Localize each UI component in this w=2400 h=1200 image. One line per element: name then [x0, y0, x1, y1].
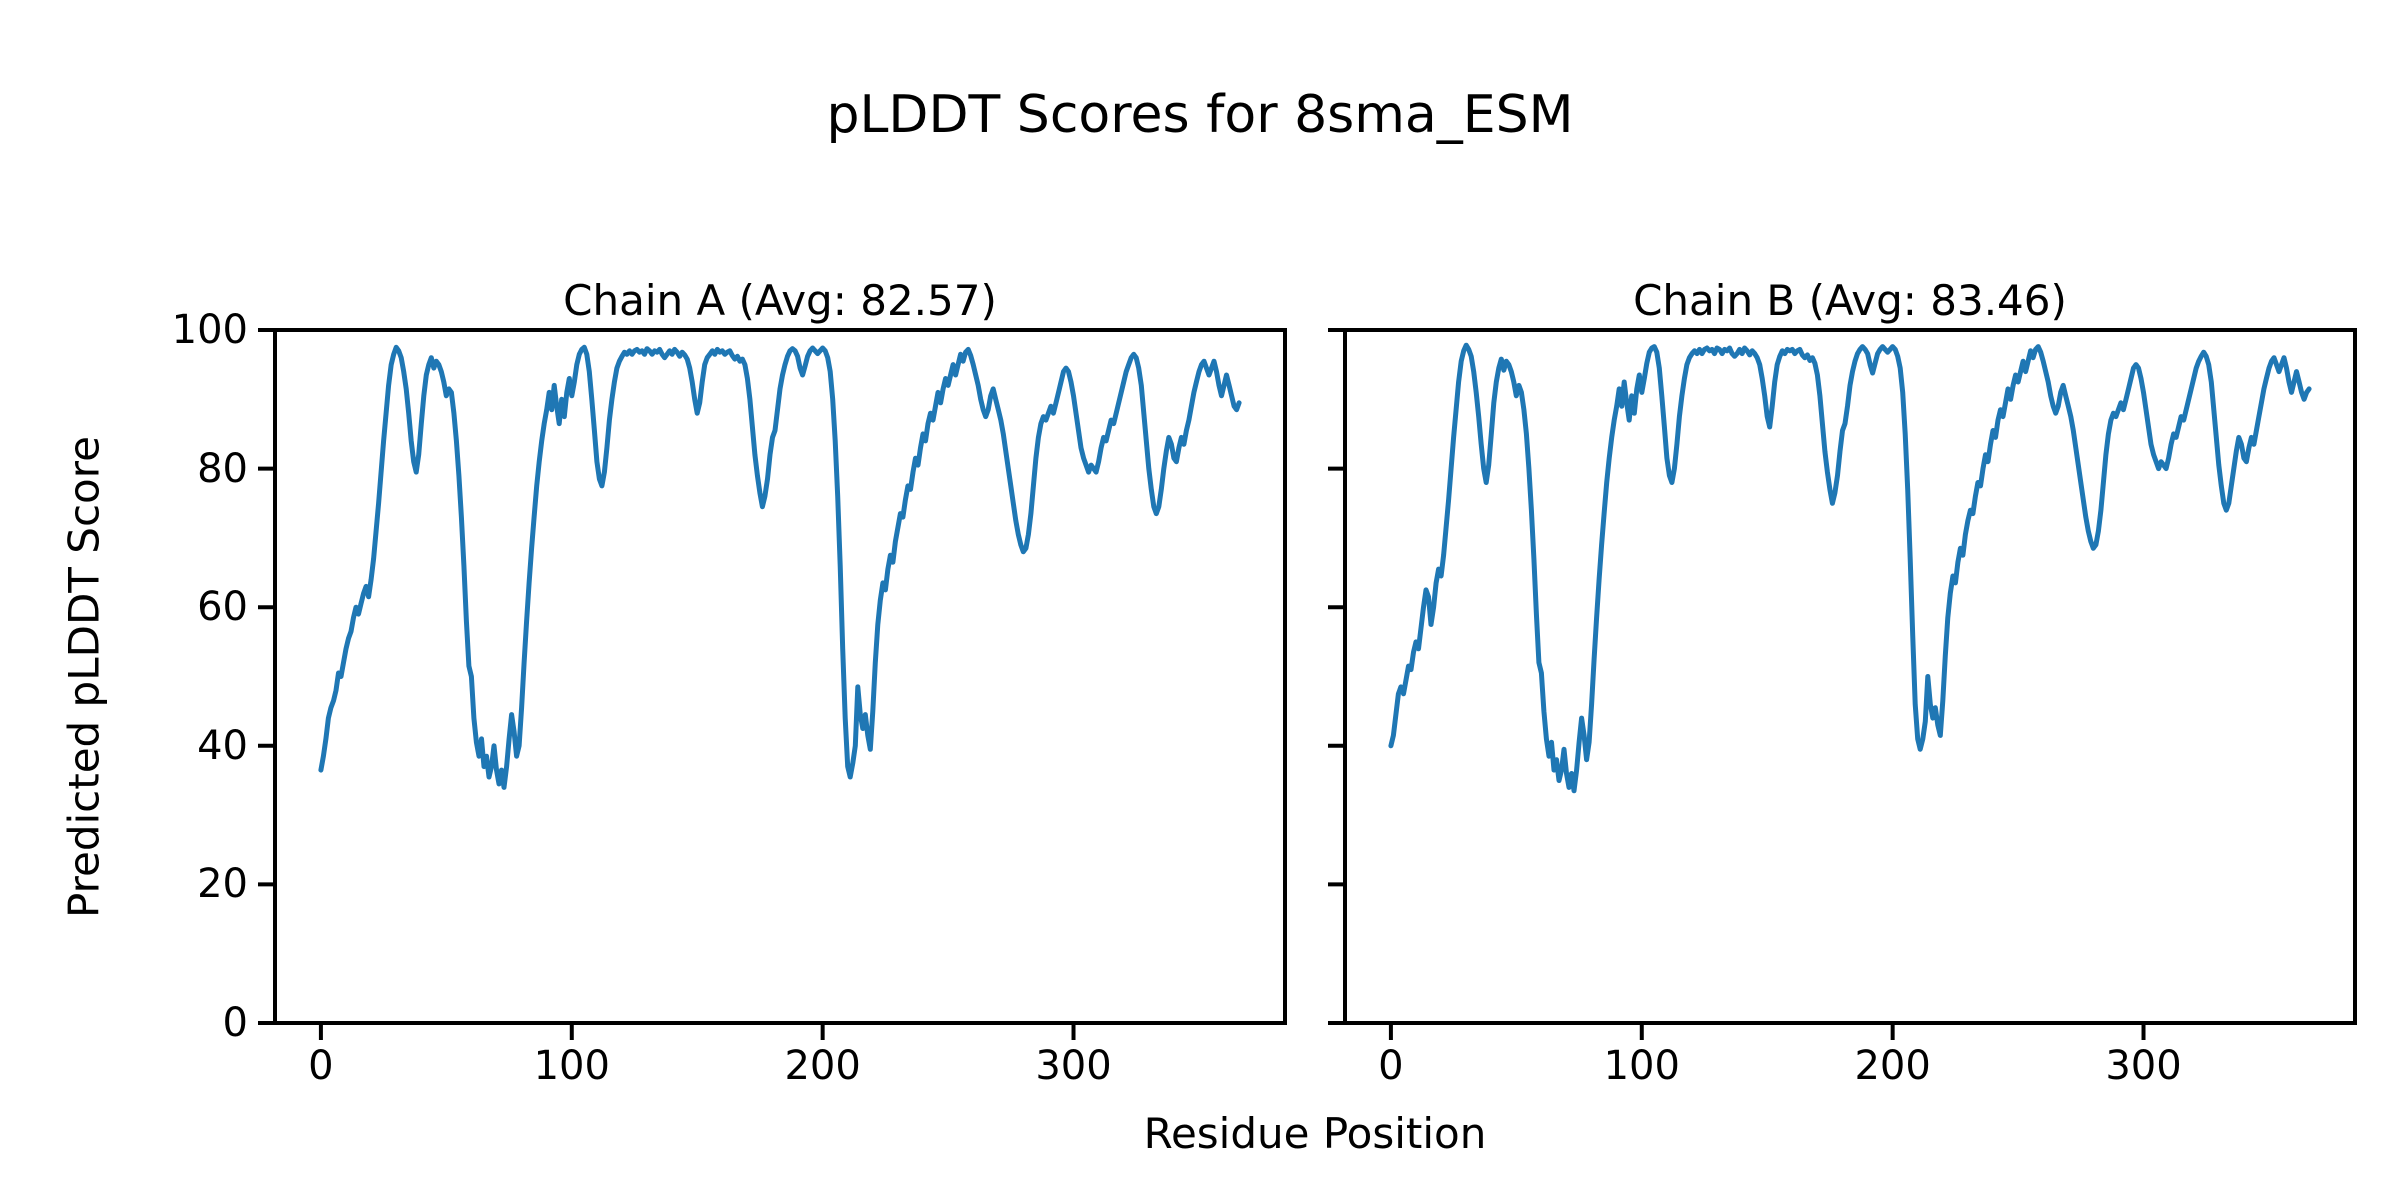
chain-a-y-tick-label: 100: [171, 307, 248, 353]
x-axis-label: Residue Position: [1143, 1109, 1487, 1158]
chain-b-x-tick-label: 100: [1603, 1043, 1680, 1089]
subplot-title-chain-b: Chain B (Avg: 83.46): [1633, 276, 2067, 325]
chain-a-x-tick-label: 0: [308, 1043, 334, 1089]
chain-a-plddt-line: [318, 344, 1242, 790]
chain-a-axes-frame: [273, 328, 1287, 1025]
chain-b-x-tick-label: 300: [2105, 1043, 2182, 1089]
chain-a-y-tick-label: 40: [197, 722, 248, 769]
chain-a-y-tick-label: 20: [197, 861, 248, 908]
chain-b-axes-frame: [1343, 328, 2357, 1025]
y-axis-label: Predicted pLDDT Score: [59, 436, 109, 918]
chain-a-y-tick-label: 80: [197, 445, 248, 492]
chain-a-y-tick-label: 60: [197, 584, 248, 631]
chain-b-x-tick-label: 0: [1378, 1043, 1404, 1089]
subplot-title-chain-a: Chain A (Avg: 82.57): [563, 276, 997, 325]
chain-b-x-tick-label: 200: [1854, 1043, 1931, 1089]
chain-b-plddt-line: [1388, 342, 2312, 794]
chain-a-y-tick-label: 0: [222, 1000, 248, 1046]
chain-a-x-tick-label: 200: [784, 1043, 861, 1089]
figure-title: pLDDT Scores for 8sma_ESM: [826, 85, 1574, 145]
chain-a-x-tick-label: 300: [1035, 1043, 1112, 1089]
chain-a-x-tick-label: 100: [533, 1043, 610, 1089]
